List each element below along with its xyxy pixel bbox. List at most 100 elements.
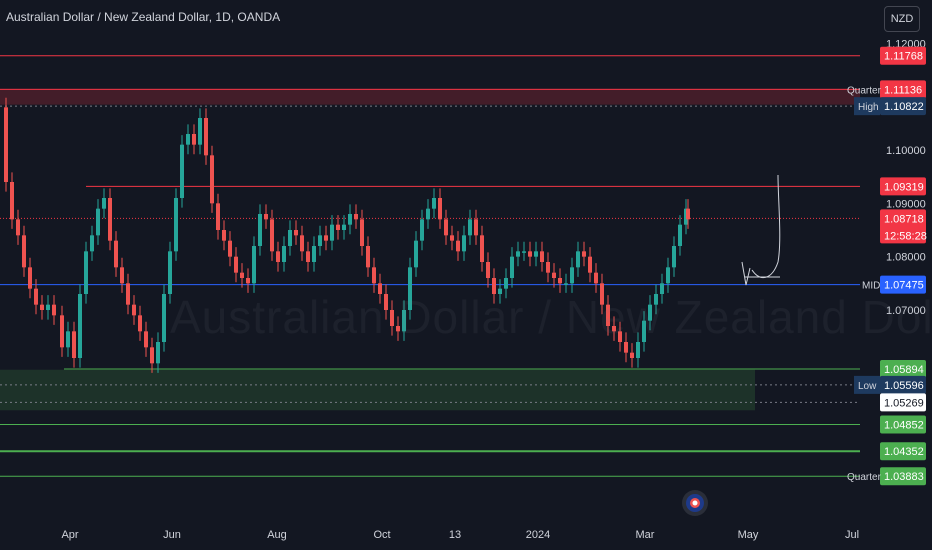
zone-layer [0, 88, 860, 411]
candle-body [78, 293, 82, 358]
price-label: 1.10822 [884, 101, 924, 113]
candle-body [234, 256, 238, 273]
candle-body [330, 224, 334, 241]
level-tag: MID [862, 281, 880, 292]
candle-body [192, 134, 196, 145]
candle-body [540, 251, 544, 262]
candle-body [594, 272, 598, 284]
candle-body [66, 331, 70, 348]
candle-body [678, 224, 682, 246]
price-label-bg [880, 415, 926, 434]
candle-body [582, 251, 586, 257]
candle-body [114, 240, 118, 268]
candle-body [324, 235, 328, 241]
candle-body [654, 293, 658, 305]
candle-body [420, 219, 424, 241]
x-tick-label: Jul [845, 529, 859, 541]
candle-body [72, 331, 76, 358]
price-label: 1.07475 [884, 280, 924, 292]
time-axis: Apr Jun Aug Oct 13 2024 Mar May Jul [61, 529, 859, 541]
candle-body [462, 235, 466, 252]
candle-body [372, 267, 376, 284]
candle-body [150, 347, 154, 364]
candle-body [22, 235, 26, 268]
candle-body [528, 251, 532, 257]
tag-bg [854, 97, 880, 116]
candle-body [686, 208, 690, 220]
price-label: 1.11136 [884, 84, 922, 96]
y-tick-label: 1.09000 [886, 198, 926, 210]
candle-body [282, 245, 286, 262]
candle-body [270, 219, 274, 252]
candle-body [474, 219, 478, 236]
symbol-watermark: Australian Dollar / New Zealand Dollar [170, 291, 932, 343]
candle-body [396, 325, 400, 332]
price-label-bg [880, 209, 926, 244]
candle-body [336, 224, 340, 230]
price-label-bg [880, 467, 926, 486]
candle-body [624, 341, 628, 353]
candle-body [468, 219, 472, 236]
candle-body [576, 251, 580, 268]
candle-body [40, 304, 44, 310]
price-label-bg [880, 359, 926, 378]
candle-body [180, 144, 184, 198]
candle-body [360, 219, 364, 246]
candle-body [312, 245, 316, 262]
price-label: 1.05596 [884, 380, 924, 392]
candle-body [120, 267, 124, 284]
level-tag: Low [858, 381, 877, 392]
candle-body [204, 118, 208, 156]
price-label: 1.09319 [884, 181, 924, 193]
candle-body [34, 288, 38, 305]
price-label-bg [880, 393, 926, 412]
level-tag: Quarter [847, 472, 882, 483]
candle-body [444, 219, 448, 236]
candle-body [612, 325, 616, 332]
candle-body [426, 208, 430, 220]
price-label: 1.03883 [884, 471, 924, 483]
price-label-bg [880, 97, 926, 116]
candle-body [378, 283, 382, 294]
price-label: 1.05894 [884, 364, 924, 376]
candle-body [402, 309, 406, 332]
x-tick-label: Jun [163, 529, 181, 541]
candle-body [306, 251, 310, 262]
candle-body [456, 240, 460, 252]
y-tick-label: 1.08000 [886, 252, 926, 264]
candle-body [168, 251, 172, 294]
candle-body [246, 277, 250, 284]
candle-body [648, 304, 652, 321]
candle-body [504, 277, 508, 289]
candle-body [84, 251, 88, 294]
x-tick-label: 2024 [526, 529, 550, 541]
candle-body [288, 229, 292, 246]
candle-body [60, 315, 64, 348]
candle-body [102, 197, 106, 209]
projection-drawing [741, 174, 781, 286]
candle-body [450, 235, 454, 241]
candle-body [492, 277, 496, 294]
candle-body [222, 229, 226, 241]
currency-button[interactable]: NZD [884, 6, 920, 32]
candle-body [366, 245, 370, 268]
y-tick-label: 1.07000 [886, 305, 926, 317]
candle-body [516, 251, 520, 257]
candle-body [252, 245, 256, 284]
candle-body [108, 197, 112, 241]
broker-logo-icon [682, 490, 708, 516]
candle-body [630, 352, 634, 358]
level-tag: Quarter [847, 85, 882, 96]
candle-body [28, 267, 32, 289]
candle-body [162, 293, 166, 342]
candle-body [318, 235, 322, 246]
candle-body [414, 240, 418, 268]
price-label-bg [880, 275, 926, 294]
candle-body [90, 235, 94, 252]
x-tick-label: May [738, 529, 759, 541]
candle-body [264, 213, 268, 220]
price-label-bg [880, 177, 926, 196]
candle-body [342, 224, 346, 230]
x-tick-label: 13 [449, 529, 461, 541]
